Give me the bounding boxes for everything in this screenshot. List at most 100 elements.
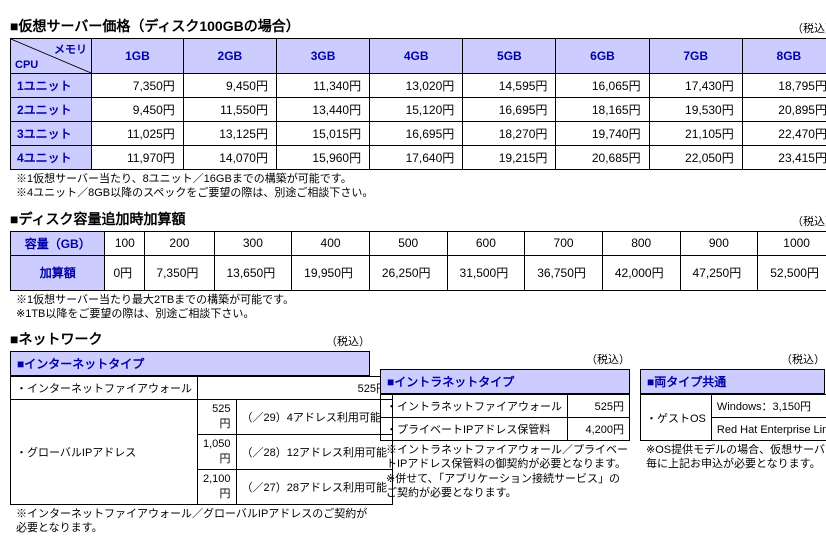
disk-cap-label: 容量（GB） xyxy=(11,231,105,255)
price-cell: 11,970円 xyxy=(92,146,184,170)
diag-memory-label: メモリ xyxy=(54,41,87,57)
disk-table: 容量（GB）1002003004005006007008009001000 加算… xyxy=(10,231,826,291)
intranet-fw-label: ・イントラネットファイアウォール xyxy=(381,395,568,418)
ip-price-0: 525円 xyxy=(198,400,237,435)
disk-cap-cell: 800 xyxy=(602,231,680,255)
ip-price-2: 2,100円 xyxy=(198,470,237,505)
price-cell: 18,795円 xyxy=(742,74,826,98)
mem-header: 6GB xyxy=(556,39,649,74)
intranet-block: （税込） ■イントラネットタイプ ・イントラネットファイアウォール 525円 ・… xyxy=(380,351,630,508)
mem-header: 2GB xyxy=(183,39,276,74)
vserver-title: ■仮想サーバー価格（ディスク100GBの場合） xyxy=(10,16,300,36)
guest-os-win: Windows：3,150円 xyxy=(711,395,826,418)
price-cell: 9,450円 xyxy=(183,74,276,98)
network-title: ■ネットワーク xyxy=(10,329,102,349)
global-ip-label: ・グローバルIPアドレス xyxy=(11,400,198,505)
mem-header: 8GB xyxy=(742,39,826,74)
private-ip-label: ・プライベートIPアドレス保管料 xyxy=(381,418,568,441)
price-cell: 14,595円 xyxy=(463,74,556,98)
disk-cap-cell: 400 xyxy=(292,231,370,255)
internet-block: ■インターネットタイプ ・インターネットファイアウォール 525円 ・グローバル… xyxy=(10,351,370,544)
internet-fw-price: 525円 xyxy=(198,377,393,400)
vserver-notes: ※1仮想サーバー当たり、8ユニット／16GBまでの構築が可能です。※4ユニット／… xyxy=(16,172,826,201)
disk-add-cell: 31,500円 xyxy=(447,255,525,290)
disk-add-cell: 13,650円 xyxy=(214,255,292,290)
vserver-tax: （税込） xyxy=(792,20,826,36)
network-tax: （税込） xyxy=(326,333,370,349)
cpu-row-label: 2ユニット xyxy=(11,98,92,122)
price-cell: 9,450円 xyxy=(92,98,184,122)
price-cell: 18,165円 xyxy=(556,98,649,122)
mem-header: 4GB xyxy=(370,39,463,74)
price-cell: 16,065円 xyxy=(556,74,649,98)
cpu-row-label: 4ユニット xyxy=(11,146,92,170)
cpu-row-label: 3ユニット xyxy=(11,122,92,146)
disk-cap-cell: 200 xyxy=(145,231,214,255)
disk-cap-cell: 700 xyxy=(525,231,603,255)
price-cell: 16,695円 xyxy=(463,98,556,122)
price-cell: 19,215円 xyxy=(463,146,556,170)
price-cell: 20,685円 xyxy=(556,146,649,170)
mem-header: 7GB xyxy=(649,39,742,74)
ip-price-1: 1,050円 xyxy=(198,435,237,470)
price-cell: 22,470円 xyxy=(742,122,826,146)
price-cell: 22,050円 xyxy=(649,146,742,170)
vserver-table: メモリ CPU 1GB2GB3GB4GB5GB6GB7GB8GB 1ユニット7,… xyxy=(10,38,826,170)
disk-cap-cell: 300 xyxy=(214,231,292,255)
vserver-header: ■仮想サーバー価格（ディスク100GBの場合） （税込） xyxy=(10,16,826,36)
guest-os-label: ・ゲストOS xyxy=(641,395,712,441)
price-cell: 11,025円 xyxy=(92,122,184,146)
disk-notes: ※1仮想サーバー当たり最大2TBまでの構築が可能です。※1TB以降をご要望の際は… xyxy=(16,293,826,322)
price-cell: 16,695円 xyxy=(370,122,463,146)
disk-add-cell: 0円 xyxy=(105,255,145,290)
disk-add-cell: 19,950円 xyxy=(292,255,370,290)
internet-fw-label: ・インターネットファイアウォール xyxy=(11,377,198,400)
disk-cap-cell: 600 xyxy=(447,231,525,255)
ip-desc-2: （／27）28アドレス利用可能 xyxy=(236,470,392,505)
guest-os-rhel: Red Hat Enterprise Linux：7,350円 xyxy=(711,418,826,441)
price-cell: 14,070円 xyxy=(183,146,276,170)
disk-add-cell: 52,500円 xyxy=(758,255,826,290)
disk-add-label: 加算額 xyxy=(11,255,105,290)
network-header: ■ネットワーク （税込） xyxy=(10,329,370,349)
internet-note: ※インターネットファイアウォール／グローバルIPアドレスのご契約が必要となります… xyxy=(16,507,370,536)
disk-cap-cell: 100 xyxy=(105,231,145,255)
both-tax: （税込） xyxy=(781,351,825,367)
disk-cap-cell: 1000 xyxy=(758,231,826,255)
both-note: ※OS提供モデルの場合、仮想サーバ毎に上記お申込が必要となります。 xyxy=(646,443,825,472)
disk-add-cell: 47,250円 xyxy=(680,255,758,290)
price-cell: 18,270円 xyxy=(463,122,556,146)
price-cell: 11,550円 xyxy=(183,98,276,122)
mem-header: 1GB xyxy=(92,39,184,74)
disk-add-cell: 42,000円 xyxy=(602,255,680,290)
internet-subtitle: ■インターネットタイプ xyxy=(10,351,370,376)
price-cell: 11,340円 xyxy=(276,74,369,98)
intranet-tax: （税込） xyxy=(586,351,630,367)
both-subtitle: ■両タイプ共通 xyxy=(640,369,825,394)
disk-cap-cell: 500 xyxy=(369,231,447,255)
price-cell: 23,415円 xyxy=(742,146,826,170)
disk-tax: （税込） xyxy=(792,213,826,229)
disk-add-cell: 36,750円 xyxy=(525,255,603,290)
mem-header: 3GB xyxy=(276,39,369,74)
disk-header: ■ディスク容量追加時加算額 （税込） xyxy=(10,209,826,229)
disk-title: ■ディスク容量追加時加算額 xyxy=(10,209,185,229)
intranet-notes: ※イントラネットファイアウォール／プライベートIPアドレス保管料の御契約が必要と… xyxy=(386,443,630,500)
price-cell: 15,120円 xyxy=(370,98,463,122)
price-cell: 19,740円 xyxy=(556,122,649,146)
price-cell: 20,895円 xyxy=(742,98,826,122)
mem-header: 5GB xyxy=(463,39,556,74)
price-cell: 13,440円 xyxy=(276,98,369,122)
price-cell: 13,125円 xyxy=(183,122,276,146)
vserver-diag-cell: メモリ CPU xyxy=(11,39,92,74)
disk-cap-cell: 900 xyxy=(680,231,758,255)
diag-cpu-label: CPU xyxy=(15,59,38,71)
price-cell: 15,015円 xyxy=(276,122,369,146)
price-cell: 21,105円 xyxy=(649,122,742,146)
price-cell: 19,530円 xyxy=(649,98,742,122)
price-cell: 7,350円 xyxy=(92,74,184,98)
intranet-fw-price: 525円 xyxy=(568,395,630,418)
intranet-subtitle: ■イントラネットタイプ xyxy=(380,369,630,394)
cpu-row-label: 1ユニット xyxy=(11,74,92,98)
price-cell: 15,960円 xyxy=(276,146,369,170)
